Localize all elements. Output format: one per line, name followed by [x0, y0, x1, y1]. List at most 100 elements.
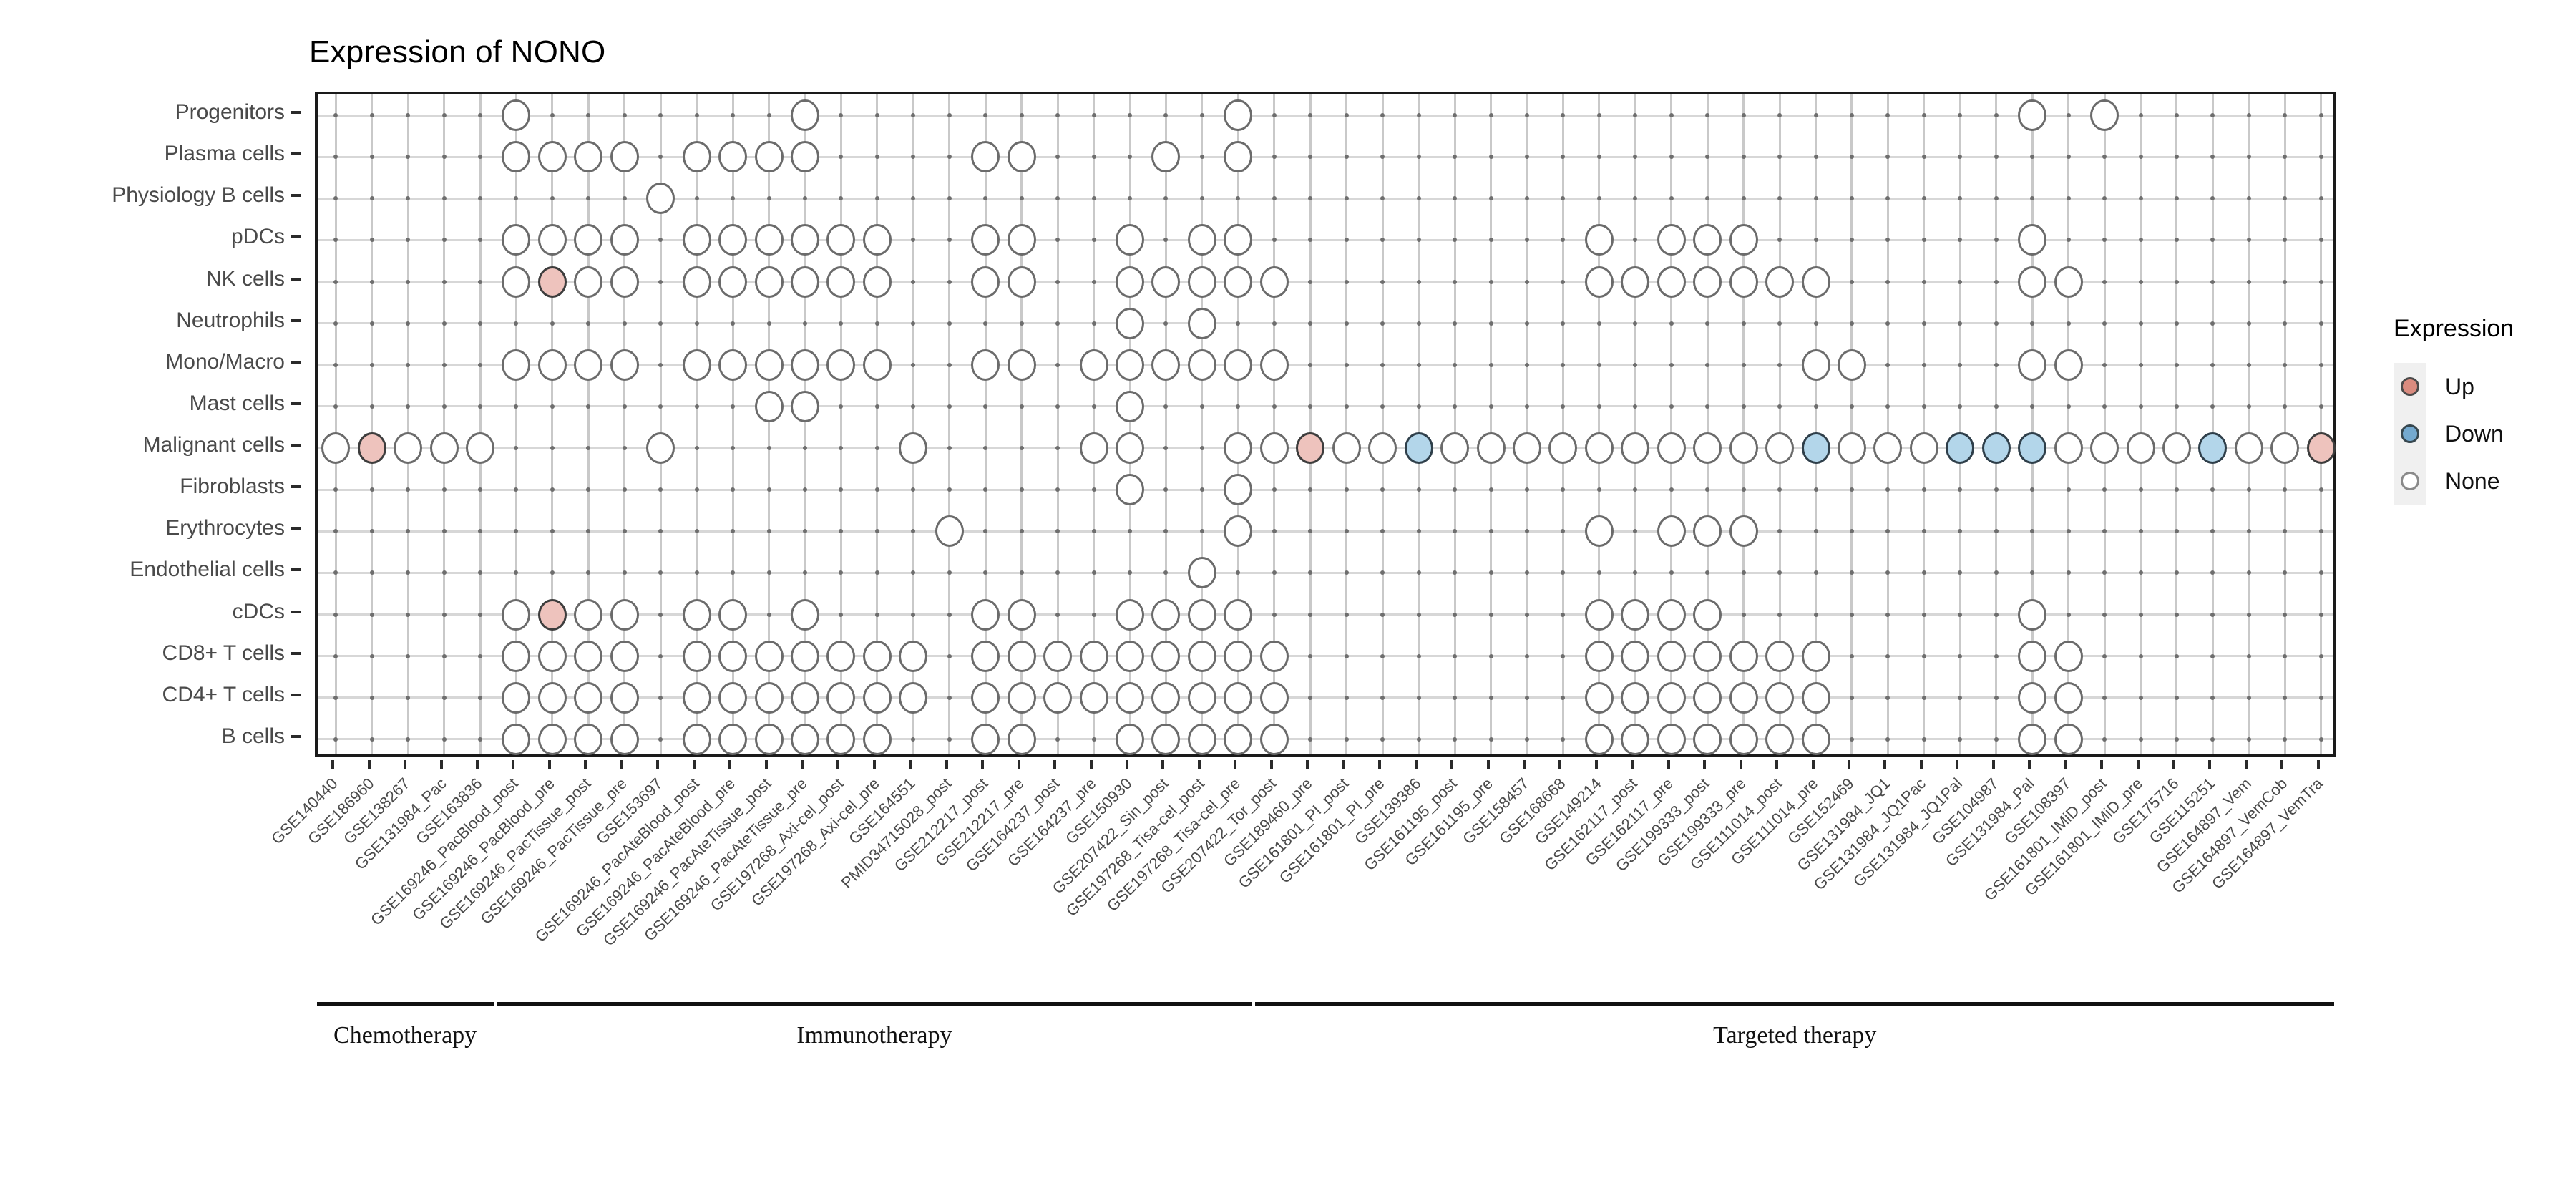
- expression-dot[interactable]: [682, 681, 711, 714]
- expression-dot[interactable]: [1224, 723, 1253, 755]
- expression-dot[interactable]: [1151, 598, 1181, 631]
- expression-dot[interactable]: [502, 349, 531, 381]
- expression-dot[interactable]: [1224, 432, 1253, 465]
- expression-dot[interactable]: [1729, 266, 1758, 298]
- expression-dot[interactable]: [1116, 681, 1145, 714]
- expression-dot[interactable]: [2054, 640, 2083, 672]
- expression-dot[interactable]: [1404, 432, 1433, 465]
- expression-dot[interactable]: [1043, 681, 1073, 714]
- expression-dot[interactable]: [1224, 598, 1253, 631]
- expression-dot[interactable]: [826, 349, 856, 381]
- expression-dot[interactable]: [682, 640, 711, 672]
- expression-dot[interactable]: [1837, 349, 1866, 381]
- expression-dot[interactable]: [862, 266, 892, 298]
- expression-dot[interactable]: [2234, 432, 2263, 465]
- expression-dot[interactable]: [1801, 681, 1830, 714]
- expression-dot[interactable]: [1259, 640, 1289, 672]
- expression-dot[interactable]: [971, 266, 1000, 298]
- expression-dot[interactable]: [754, 224, 784, 256]
- expression-dot[interactable]: [971, 723, 1000, 755]
- expression-dot[interactable]: [1765, 640, 1795, 672]
- expression-dot[interactable]: [826, 224, 856, 256]
- expression-dot[interactable]: [1007, 141, 1036, 173]
- expression-dot[interactable]: [791, 349, 820, 381]
- expression-dot[interactable]: [1657, 266, 1686, 298]
- expression-dot[interactable]: [862, 723, 892, 755]
- expression-dot[interactable]: [1332, 432, 1361, 465]
- expression-dot[interactable]: [1151, 141, 1181, 173]
- expression-dot[interactable]: [574, 681, 603, 714]
- expression-dot[interactable]: [1693, 723, 1722, 755]
- expression-dot[interactable]: [1224, 224, 1253, 256]
- expression-dot[interactable]: [610, 266, 639, 298]
- expression-dot[interactable]: [1621, 640, 1650, 672]
- expression-dot[interactable]: [1657, 681, 1686, 714]
- expression-dot[interactable]: [502, 266, 531, 298]
- expression-dot[interactable]: [574, 598, 603, 631]
- expression-dot[interactable]: [502, 99, 531, 132]
- expression-dot[interactable]: [502, 224, 531, 256]
- expression-dot[interactable]: [2018, 349, 2047, 381]
- expression-dot[interactable]: [971, 598, 1000, 631]
- expression-dot[interactable]: [2018, 266, 2047, 298]
- expression-dot[interactable]: [1729, 432, 1758, 465]
- expression-dot[interactable]: [791, 681, 820, 714]
- expression-dot[interactable]: [2090, 432, 2119, 465]
- expression-dot[interactable]: [682, 598, 711, 631]
- expression-dot[interactable]: [502, 681, 531, 714]
- expression-dot[interactable]: [791, 266, 820, 298]
- expression-dot[interactable]: [1007, 224, 1036, 256]
- expression-dot[interactable]: [1151, 266, 1181, 298]
- expression-dot[interactable]: [610, 598, 639, 631]
- expression-dot[interactable]: [1440, 432, 1470, 465]
- expression-dot[interactable]: [537, 141, 567, 173]
- expression-dot[interactable]: [862, 349, 892, 381]
- expression-dot[interactable]: [1729, 515, 1758, 548]
- expression-dot[interactable]: [754, 141, 784, 173]
- expression-dot[interactable]: [502, 141, 531, 173]
- expression-dot[interactable]: [791, 640, 820, 672]
- expression-dot[interactable]: [1729, 640, 1758, 672]
- expression-dot[interactable]: [682, 224, 711, 256]
- expression-dot[interactable]: [537, 349, 567, 381]
- expression-dot[interactable]: [1151, 723, 1181, 755]
- expression-dot[interactable]: [1116, 432, 1145, 465]
- expression-dot[interactable]: [2054, 681, 2083, 714]
- expression-dot[interactable]: [2054, 432, 2083, 465]
- expression-dot[interactable]: [2162, 432, 2191, 465]
- expression-dot[interactable]: [1151, 349, 1181, 381]
- expression-dot[interactable]: [1693, 640, 1722, 672]
- expression-dot[interactable]: [2306, 432, 2336, 465]
- expression-dot[interactable]: [754, 681, 784, 714]
- expression-dot[interactable]: [1729, 224, 1758, 256]
- expression-dot[interactable]: [1621, 723, 1650, 755]
- expression-dot[interactable]: [1296, 432, 1325, 465]
- expression-dot[interactable]: [1584, 640, 1614, 672]
- expression-dot[interactable]: [862, 224, 892, 256]
- expression-dot[interactable]: [502, 723, 531, 755]
- expression-dot[interactable]: [1151, 681, 1181, 714]
- expression-dot[interactable]: [1187, 557, 1216, 589]
- expression-dot[interactable]: [574, 141, 603, 173]
- expression-dot[interactable]: [791, 99, 820, 132]
- expression-dot[interactable]: [1801, 266, 1830, 298]
- expression-dot[interactable]: [646, 432, 675, 465]
- expression-dot[interactable]: [791, 141, 820, 173]
- expression-dot[interactable]: [754, 266, 784, 298]
- expression-dot[interactable]: [1079, 432, 1108, 465]
- expression-dot[interactable]: [1007, 598, 1036, 631]
- expression-dot[interactable]: [1584, 598, 1614, 631]
- expression-dot[interactable]: [1116, 474, 1145, 506]
- expression-dot[interactable]: [2018, 99, 2047, 132]
- expression-dot[interactable]: [1693, 598, 1722, 631]
- expression-dot[interactable]: [1116, 349, 1145, 381]
- expression-dot[interactable]: [1584, 432, 1614, 465]
- expression-dot[interactable]: [502, 640, 531, 672]
- expression-dot[interactable]: [1657, 723, 1686, 755]
- expression-dot[interactable]: [1801, 640, 1830, 672]
- expression-dot[interactable]: [826, 723, 856, 755]
- expression-dot[interactable]: [1187, 640, 1216, 672]
- expression-dot[interactable]: [2270, 432, 2300, 465]
- expression-dot[interactable]: [2018, 598, 2047, 631]
- expression-dot[interactable]: [1693, 266, 1722, 298]
